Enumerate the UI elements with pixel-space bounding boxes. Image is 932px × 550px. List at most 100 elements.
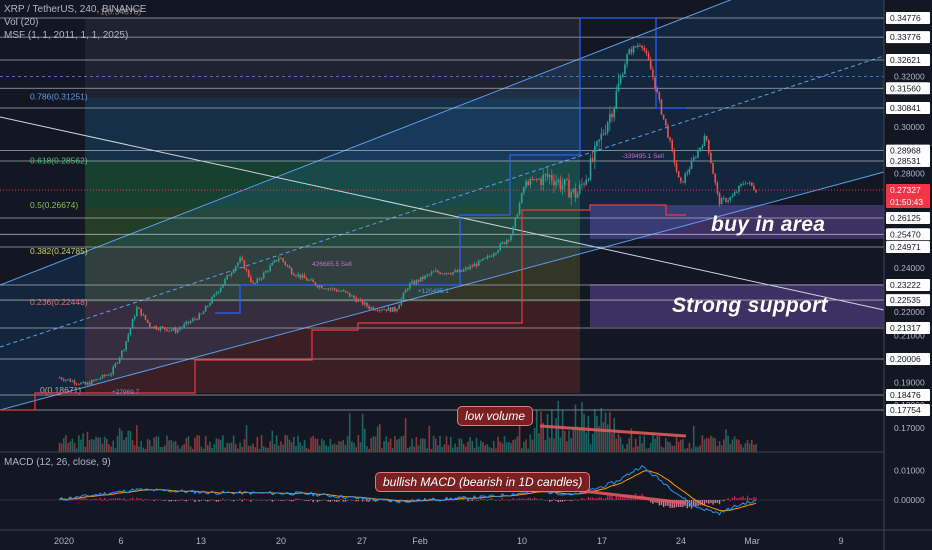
candle-body (671, 140, 674, 150)
macd-histogram-bar (404, 500, 407, 501)
volume-bar (682, 439, 684, 452)
volume-bar (497, 436, 499, 452)
level-label-box (886, 31, 930, 44)
volume-bar (430, 448, 433, 452)
volume-bar (686, 447, 689, 452)
volume-bar (336, 444, 338, 452)
volume-bar (652, 433, 654, 452)
macd-histogram-bar (207, 500, 209, 502)
macd-histogram-bar (67, 500, 69, 501)
candle-body (602, 133, 605, 135)
candle-body (677, 171, 680, 178)
volume-bar (641, 443, 643, 452)
macd-histogram-bar (183, 500, 185, 501)
volume-bar (282, 444, 284, 452)
volume-bar (267, 447, 269, 452)
candle-body (295, 275, 297, 277)
volume-bar (320, 438, 323, 452)
candle-body (467, 267, 469, 269)
volume-bar (215, 438, 218, 452)
candle-body (527, 181, 529, 185)
candle-body (617, 83, 620, 92)
macd-histogram-bar (342, 500, 344, 502)
candle-body (604, 132, 607, 134)
volume-bar (555, 418, 557, 452)
macd-histogram-bar (755, 497, 757, 500)
candle-body (523, 187, 525, 194)
candle-body (409, 283, 411, 289)
volume-bar (488, 446, 491, 452)
volume-bar (327, 446, 330, 452)
volume-bar (260, 435, 263, 452)
level-label: 0.30841 (890, 103, 921, 113)
candle-body (475, 263, 478, 266)
candle-body (606, 122, 609, 133)
descending-trendline (0, 116, 885, 311)
candle-body (490, 256, 493, 257)
volume-bar (514, 439, 517, 452)
volume-bar (469, 437, 471, 452)
volume-bar (346, 436, 349, 452)
volume-bar (643, 435, 646, 452)
candle-body (239, 257, 241, 263)
candle-body (652, 69, 654, 78)
macd-histogram-bar (370, 499, 372, 501)
macd-histogram-bar (467, 500, 469, 502)
volume-bar (542, 422, 545, 452)
price-tick: 0.32000 (894, 71, 925, 81)
macd-histogram-bar (703, 500, 706, 506)
volume-bar (432, 435, 435, 452)
volume-bar (434, 438, 437, 452)
volume-bar (735, 439, 738, 452)
volume-bar (437, 445, 439, 452)
volume-bar (265, 447, 267, 452)
macd-histogram-bar (336, 500, 338, 502)
candle-body (95, 379, 97, 381)
candle-body (725, 198, 727, 202)
volume-bar (518, 419, 521, 452)
macd-histogram-bar (84, 497, 86, 500)
candle-body (105, 375, 108, 376)
volume-bar (308, 448, 310, 452)
volume-bar (740, 444, 742, 452)
candle-body (684, 174, 686, 183)
macd-histogram-bar (501, 497, 504, 500)
macd-histogram-bar (346, 500, 349, 501)
candle-body (189, 321, 192, 324)
macd-histogram-bar (523, 498, 525, 500)
macd-histogram-bar (209, 500, 211, 501)
macd-histogram-bar (329, 500, 332, 502)
level-label: 0.28531 (890, 156, 921, 166)
candle-body (394, 307, 396, 312)
candle-body (735, 192, 738, 193)
volume-bar (331, 444, 334, 452)
candle-body (176, 329, 179, 333)
candle-body (224, 279, 226, 285)
candle-body (619, 77, 622, 84)
candle-body (353, 295, 355, 299)
macd-histogram-bar (736, 498, 738, 500)
level-label-box (886, 389, 930, 401)
volume-bar (95, 436, 97, 452)
volume-bar (658, 436, 661, 452)
candle-body (688, 168, 691, 173)
volume-bar (680, 439, 682, 452)
candle-body (600, 133, 603, 140)
volume-bar (419, 438, 422, 452)
volume-bar (157, 436, 160, 452)
macd-histogram-bar (746, 495, 749, 500)
macd-histogram-bar (720, 500, 723, 501)
candle-body (243, 260, 246, 270)
macd-histogram-bar (271, 500, 274, 502)
volume-bar (361, 413, 364, 452)
candle-body (398, 305, 400, 310)
candle-body (123, 349, 125, 351)
candle-body (462, 269, 465, 272)
macd-histogram-bar (280, 500, 282, 501)
volume-bar (230, 442, 233, 452)
macd-histogram-bar (615, 496, 618, 500)
candle-body (215, 293, 218, 295)
macd-histogram-bar (349, 499, 351, 501)
candle-body (118, 357, 121, 363)
